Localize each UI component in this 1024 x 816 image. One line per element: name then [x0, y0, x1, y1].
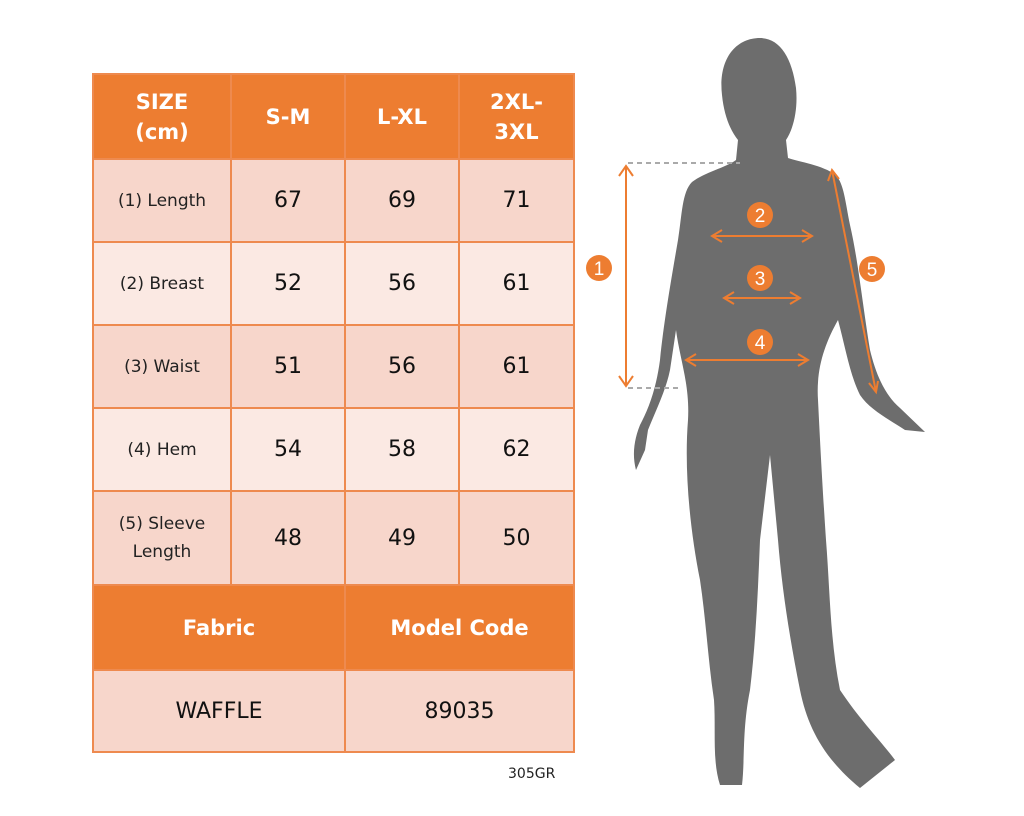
cell: 49	[344, 490, 460, 586]
table-row: (5) Sleeve Length 48 49 50	[92, 490, 575, 586]
header-2xl-3xl: 2XL- 3XL	[458, 73, 575, 160]
fabric-header-row: Fabric Model Code	[92, 584, 575, 671]
cell: 61	[458, 241, 575, 326]
cell: 62	[458, 407, 575, 492]
cell: 54	[230, 407, 346, 492]
svg-text:2: 2	[755, 206, 766, 227]
table-row: (4) Hem 54 58 62	[92, 407, 575, 492]
row-label: (2) Breast	[92, 241, 232, 326]
svg-text:3: 3	[755, 269, 766, 290]
row-label: (4) Hem	[92, 407, 232, 492]
cell: 58	[344, 407, 460, 492]
header-row: SIZE (cm) S-M L-XL 2XL- 3XL	[92, 73, 575, 160]
fabric-value-row: WAFFLE 89035	[92, 669, 575, 753]
size-table: SIZE (cm) S-M L-XL 2XL- 3XL (1) Length 67 …	[92, 73, 575, 753]
measurement-guides	[618, 162, 879, 395]
cell: 56	[344, 324, 460, 409]
fabric-value: WAFFLE	[92, 669, 346, 753]
marker-3: 3	[747, 265, 773, 291]
marker-5: 5	[859, 256, 885, 282]
table-row: (1) Length 67 69 71	[92, 158, 575, 243]
cell: 51	[230, 324, 346, 409]
svg-text:5: 5	[867, 260, 878, 281]
marker-4: 4	[747, 329, 773, 355]
cell: 67	[230, 158, 346, 243]
cell: 69	[344, 158, 460, 243]
cell: 61	[458, 324, 575, 409]
sleeve-arrow	[831, 169, 877, 393]
svg-text:1: 1	[594, 259, 605, 280]
header-s-m: S-M	[230, 73, 346, 160]
product-code: 305GR	[508, 766, 556, 782]
marker-1: 1	[586, 255, 612, 281]
model-code-value: 89035	[344, 669, 575, 753]
marker-2: 2	[747, 202, 773, 228]
body-silhouette	[633, 38, 925, 788]
cell: 56	[344, 241, 460, 326]
svg-text:4: 4	[755, 333, 766, 354]
row-label: (3) Waist	[92, 324, 232, 409]
row-label: (5) Sleeve Length	[92, 490, 232, 586]
cell: 52	[230, 241, 346, 326]
header-l-xl: L-XL	[344, 73, 460, 160]
fabric-label: Fabric	[92, 584, 346, 671]
cell: 50	[458, 490, 575, 586]
header-size: SIZE (cm)	[92, 73, 232, 160]
table-row: (3) Waist 51 56 61	[92, 324, 575, 409]
cell: 71	[458, 158, 575, 243]
cell: 48	[230, 490, 346, 586]
row-label: (1) Length	[92, 158, 232, 243]
table-row: (2) Breast 52 56 61	[92, 241, 575, 326]
model-code-label: Model Code	[344, 584, 575, 671]
